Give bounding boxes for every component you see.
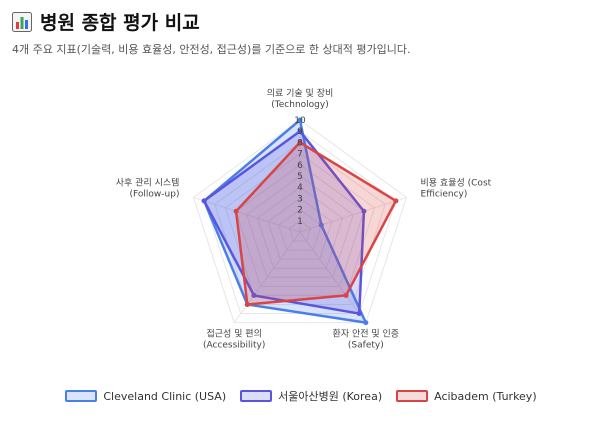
grid-ring (256, 186, 344, 269)
tick-label: 3 (297, 194, 303, 204)
grid-ring (288, 220, 312, 242)
page-title: 병원 종합 평가 비교 (40, 12, 200, 34)
tick-label: 5 (297, 172, 303, 182)
data-point (363, 320, 369, 326)
grid-spoke (193, 196, 301, 233)
axis-label: 환자 안전 및 인증 (Safety) (333, 328, 400, 351)
legend-item[interactable]: Acibadem (Turkey) (396, 388, 537, 404)
bar-chart-icon (12, 11, 32, 32)
grid-spoke (233, 231, 301, 323)
legend-label: Cleveland Clinic (USA) (103, 389, 227, 403)
grid-spoke (299, 196, 407, 233)
axis-label: 비용 효율성 (Cost Efficiency) (421, 177, 492, 199)
data-point (297, 128, 303, 134)
axis-label: 접근성 및 편의 (Accessibility) (203, 328, 265, 351)
tick-label: 7 (297, 150, 303, 160)
legend-swatch (240, 390, 273, 402)
grid-ring (235, 164, 365, 287)
data-point (244, 301, 250, 307)
page-subtitle: 4개 주요 지표(기술력, 비용 효율성, 안전성, 접근성)를 기준으로 한 … (12, 43, 411, 56)
grid-ring (267, 197, 333, 260)
tick-label: 6 (297, 161, 303, 171)
legend-item[interactable]: 서울아산병원 (Korea) (240, 388, 382, 404)
grid-ring (192, 119, 408, 324)
chart-legend: Cleveland Clinic (USA) 서울아산병원 (Korea) Acib… (0, 388, 602, 404)
series-polygon (234, 141, 398, 306)
data-point (297, 117, 303, 123)
data-point (201, 198, 207, 204)
axis-label: 사후 관리 시스템 (Follow-up) (116, 176, 180, 199)
tick-label: 8 (297, 138, 303, 148)
grid-spoke (299, 231, 367, 323)
grid-ring (224, 152, 376, 296)
legend-label: Acibadem (Turkey) (434, 389, 537, 403)
data-point (233, 208, 239, 214)
grid-ring (278, 208, 322, 251)
tick-label: 1 (297, 217, 303, 227)
title-row: 병원 종합 평가 비교 (12, 8, 200, 35)
legend-swatch (65, 390, 98, 402)
tick-label: 2 (297, 206, 303, 216)
data-point (297, 139, 303, 145)
data-point (343, 292, 349, 298)
data-point (251, 292, 257, 298)
tick-label: 10 (294, 116, 306, 126)
data-point (356, 311, 362, 317)
tick-label: 9 (297, 127, 303, 137)
data-point (393, 198, 399, 204)
data-point (318, 222, 324, 228)
tick-label: 4 (297, 183, 303, 193)
legend-swatch (396, 390, 429, 402)
data-point (361, 208, 367, 214)
legend-item[interactable]: Cleveland Clinic (USA) (65, 388, 226, 404)
legend-label: 서울아산병원 (Korea) (278, 390, 383, 403)
grid-ring (246, 175, 354, 278)
axis-label: 의료 기술 및 장비 (Technology) (267, 87, 334, 110)
